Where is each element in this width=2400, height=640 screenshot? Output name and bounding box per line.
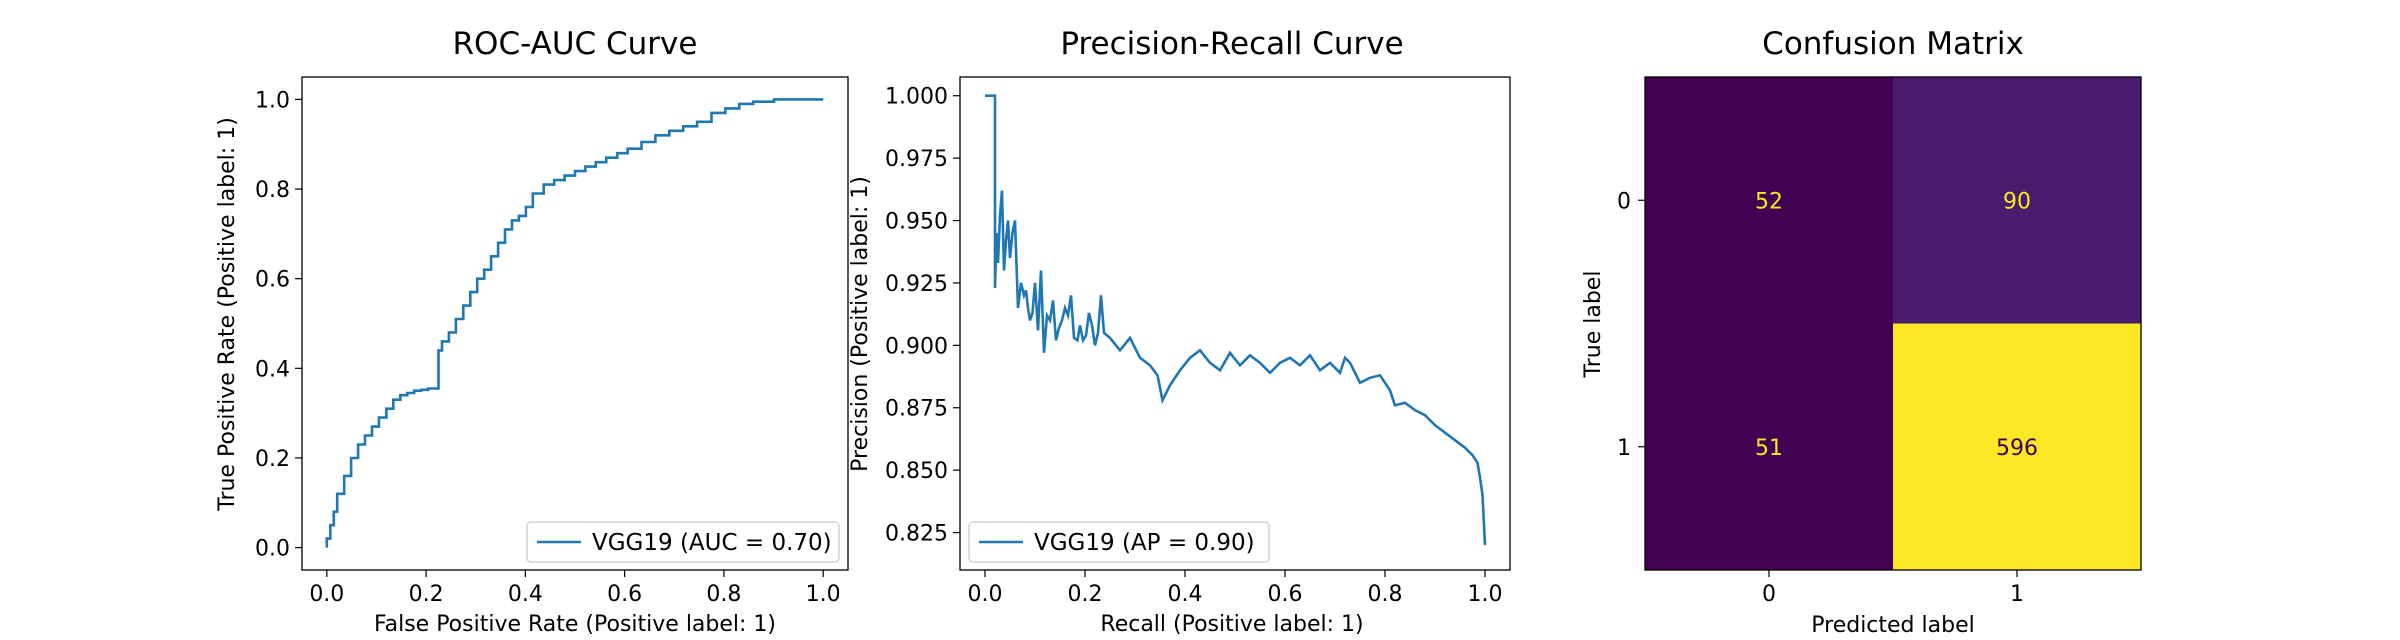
pr-legend: VGG19 (AP = 0.90): [968, 521, 1270, 563]
cm-y-tick-label: 0: [1617, 189, 1631, 214]
roc-y-tick-label: 1.0: [255, 88, 290, 113]
roc-auc-panel: ROC-AUC Curve False Positive Rate (Posit…: [215, 26, 849, 637]
pr-x-tick-label: 0.0: [968, 582, 1003, 607]
cm-cell-value: 90: [2003, 189, 2031, 214]
roc-y-tick-label: 0.6: [255, 268, 290, 293]
roc-y-axis-label: True Positive Rate (Positive label: 1): [215, 117, 240, 512]
roc-x-tick-label: 0.2: [409, 582, 444, 607]
cm-cell-value: 51: [1755, 436, 1783, 461]
pr-y-tick-label: 0.950: [885, 210, 948, 235]
pr-ticks: 0.0 0.2 0.4 0.6 0.8 1.0 0.825 0.850 0.875 0.900 0.…: [885, 85, 1502, 607]
cm-title: Confusion Matrix: [1762, 26, 2024, 62]
confusion-matrix-panel: Confusion Matrix 52 90 51 596 0 1 0 1 Predicte…: [1581, 26, 2142, 638]
roc-legend-label: VGG19 (AUC = 0.70): [592, 530, 832, 556]
pr-x-tick-label: 0.6: [1268, 582, 1303, 607]
pr-y-tick-label: 0.900: [885, 334, 948, 359]
cm-y-axis-label: True label: [1581, 271, 1606, 379]
pr-x-tick-label: 0.8: [1368, 582, 1403, 607]
roc-x-axis-label: False Positive Rate (Positive label: 1): [374, 612, 776, 637]
roc-x-tick-label: 0.8: [706, 582, 741, 607]
pr-x-tick-label: 1.0: [1468, 582, 1503, 607]
pr-y-tick-label: 1.000: [885, 85, 948, 110]
pr-y-tick-label: 0.850: [885, 459, 948, 484]
roc-y-tick-label: 0.2: [255, 447, 290, 472]
roc-x-tick-label: 0.4: [508, 582, 543, 607]
roc-x-tick-label: 0.0: [309, 582, 344, 607]
pr-legend-box: [968, 521, 1270, 563]
pr-y-tick-label: 0.825: [885, 522, 948, 547]
cm-x-axis-label: Predicted label: [1811, 613, 1974, 638]
roc-plot-frame: [301, 76, 849, 571]
pr-y-tick-label: 0.975: [885, 147, 948, 172]
pr-x-tick-label: 0.4: [1168, 582, 1203, 607]
pr-title: Precision-Recall Curve: [1060, 26, 1403, 62]
pr-y-axis-label: Precision (Positive label: 1): [848, 176, 873, 472]
pr-y-tick-label: 0.925: [885, 272, 948, 297]
cm-ticks: 0 1 0 1: [1617, 189, 2024, 607]
roc-y-tick-label: 0.8: [255, 178, 290, 203]
cm-cell-value: 596: [1996, 436, 2038, 461]
cm-y-tick-label: 1: [1617, 436, 1631, 461]
roc-x-tick-label: 0.6: [607, 582, 642, 607]
precision-recall-panel: Precision-Recall Curve Recall (Positive …: [848, 26, 1511, 637]
roc-y-tick-label: 0.0: [255, 537, 290, 562]
roc-x-tick-label: 1.0: [806, 582, 841, 607]
cm-cell-value: 52: [1755, 189, 1783, 214]
roc-ticks: 0.0 0.2 0.4 0.6 0.8 1.0 0.0 0.2 0.4 0.6 0.8 1.0: [255, 88, 841, 607]
pr-x-axis-label: Recall (Positive label: 1): [1100, 612, 1363, 637]
pr-legend-label: VGG19 (AP = 0.90): [1034, 530, 1255, 556]
pr-curve-line: [985, 94, 1487, 546]
roc-legend-box: [526, 521, 840, 563]
cm-cell: [1893, 77, 2141, 324]
pr-y-tick-label: 0.875: [885, 397, 948, 422]
cm-cell: [1645, 323, 1893, 570]
roc-y-tick-label: 0.4: [255, 357, 290, 382]
roc-title: ROC-AUC Curve: [453, 26, 698, 62]
cm-cells: 52 90 51 596: [1645, 77, 2141, 570]
roc-legend: VGG19 (AUC = 0.70): [526, 521, 840, 563]
cm-frame: [1644, 76, 2142, 571]
pr-x-tick-label: 0.2: [1068, 582, 1103, 607]
cm-x-tick-label: 0: [1762, 582, 1776, 607]
roc-curve-line: [325, 98, 824, 548]
pr-plot-frame: [959, 76, 1511, 571]
cm-cell: [1893, 323, 2141, 570]
cm-cell: [1645, 77, 1893, 324]
cm-x-tick-label: 1: [2010, 582, 2024, 607]
